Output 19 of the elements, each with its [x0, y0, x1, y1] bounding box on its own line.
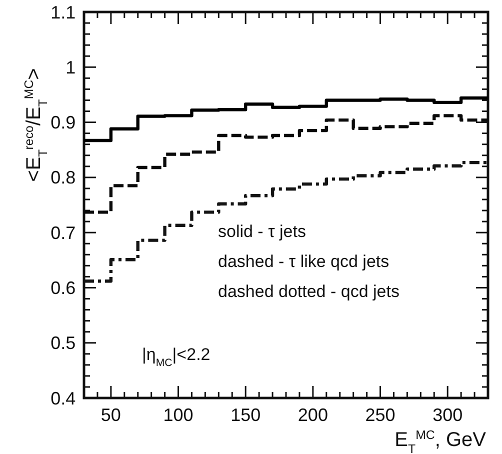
y-tick-label: 0.7	[50, 222, 76, 243]
y-tick-label: 0.8	[50, 168, 76, 188]
x-tick-label: 250	[365, 404, 396, 425]
y-tick-label: 0.9	[50, 112, 76, 133]
annotation: |η$_{MC}$|<2.2	[142, 345, 210, 369]
x-tick-label: 50	[100, 404, 121, 425]
x-tick-label: 300	[432, 404, 463, 425]
annotation: dashed - τ like qcd jets	[218, 252, 390, 271]
annotation: dashed dotted - qcd jets	[218, 282, 400, 301]
y-tick-label: 1	[66, 57, 76, 78]
y-tick-label: 0.6	[50, 278, 76, 298]
x-tick-label: 200	[298, 404, 328, 425]
annotation: solid - τ jets	[218, 222, 306, 241]
x-axis-title: E$_{T}$$^{MC}$, GeV	[394, 428, 487, 454]
y-tick-label: 0.4	[50, 388, 76, 408]
x-tick-label: 150	[230, 404, 261, 425]
x-tick-label: 100	[163, 404, 194, 425]
y-tick-label: 0.5	[50, 333, 76, 354]
y-tick-label: 1.1	[50, 2, 76, 22]
